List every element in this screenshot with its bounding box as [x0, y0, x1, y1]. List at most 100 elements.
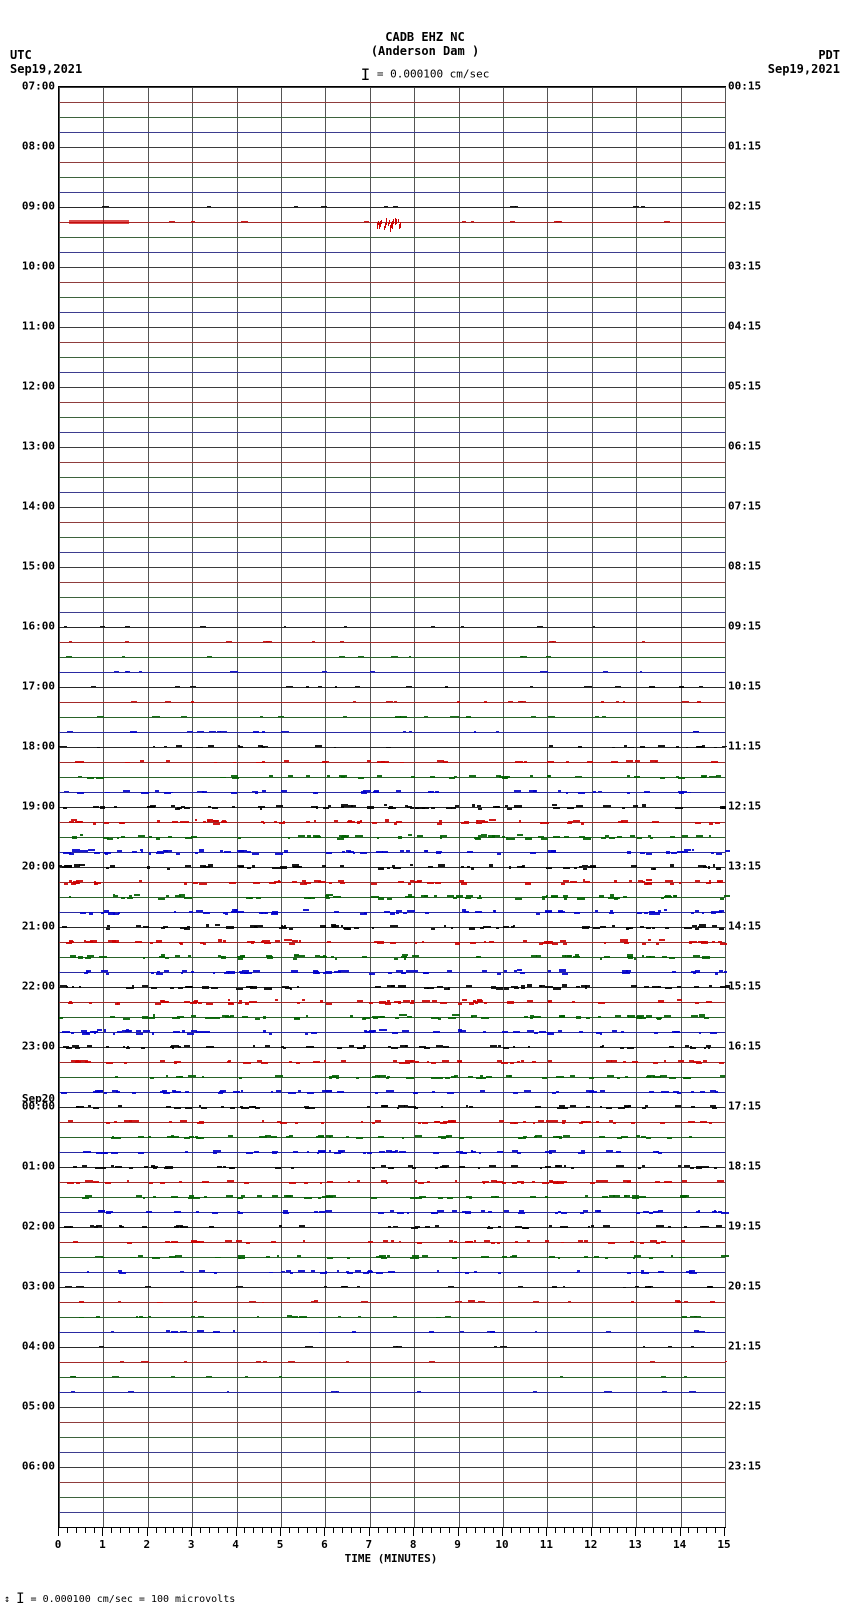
trace-row — [59, 267, 725, 283]
trace-row — [59, 522, 725, 538]
trace-row — [59, 1377, 725, 1393]
tz-right-date: Sep19,2021 — [768, 62, 840, 76]
utc-hour-label: 21:00 — [22, 920, 55, 933]
pdt-hour-label: 00:15 — [728, 80, 761, 93]
trace-row — [59, 417, 725, 433]
pdt-hour-label: 23:15 — [728, 1460, 761, 1473]
trace-row — [59, 477, 725, 493]
trace-row — [59, 657, 725, 673]
seismogram-container: CADB EHZ NC (Anderson Dam ) I = 0.000100… — [0, 0, 850, 1613]
pdt-hour-label: 19:15 — [728, 1220, 761, 1233]
trace-row — [59, 537, 725, 553]
station-id: CADB EHZ NC — [0, 30, 850, 44]
utc-hour-label: 04:00 — [22, 1340, 55, 1353]
trace-row — [59, 582, 725, 598]
trace-row — [59, 717, 725, 733]
trace-row — [59, 237, 725, 253]
x-tick-label: 2 — [143, 1538, 150, 1551]
trace-row — [59, 162, 725, 178]
x-tick-label: 0 — [55, 1538, 62, 1551]
utc-hour-label: 07:00 — [22, 80, 55, 93]
trace-row — [59, 102, 725, 118]
x-tick-label: 9 — [454, 1538, 461, 1551]
utc-hour-label: 02:00 — [22, 1220, 55, 1233]
tz-right-label: PDT — [768, 48, 840, 62]
trace-row — [59, 507, 725, 523]
utc-hour-label: 20:00 — [22, 860, 55, 873]
trace-row — [59, 372, 725, 388]
station-name: (Anderson Dam ) — [0, 44, 850, 58]
trace-row — [59, 1467, 725, 1483]
x-tick-label: 7 — [365, 1538, 372, 1551]
pdt-hour-label: 08:15 — [728, 560, 761, 573]
pdt-hour-label: 07:15 — [728, 500, 761, 513]
utc-hour-label: 06:00 — [22, 1460, 55, 1473]
trace-row — [59, 747, 725, 763]
footer-text: = 0.000100 cm/sec = 100 microvolts — [31, 1594, 236, 1605]
trace-row — [59, 117, 725, 133]
pdt-hour-label: 10:15 — [728, 680, 761, 693]
trace-row — [59, 357, 725, 373]
utc-hour-label: 11:00 — [22, 320, 55, 333]
seismic-event — [374, 218, 401, 226]
trace-row — [59, 987, 725, 1003]
trace-row — [59, 282, 725, 298]
trace-row — [59, 132, 725, 148]
utc-hour-label: 19:00 — [22, 800, 55, 813]
x-tick-label: 11 — [540, 1538, 553, 1551]
pdt-hour-label: 14:15 — [728, 920, 761, 933]
trace-row — [59, 1482, 725, 1498]
pdt-hour-label: 13:15 — [728, 860, 761, 873]
trace-row — [59, 552, 725, 568]
x-tick-label: 13 — [629, 1538, 642, 1551]
trace-row — [59, 312, 725, 328]
trace-row — [59, 1362, 725, 1378]
pdt-hour-label: 01:15 — [728, 140, 761, 153]
trace-row — [59, 1422, 725, 1438]
pdt-hour-label: 15:15 — [728, 980, 761, 993]
trace-row — [59, 822, 725, 838]
utc-hour-label: 16:00 — [22, 620, 55, 633]
tz-left-date: Sep19,2021 — [10, 62, 82, 76]
footer-bar-icon: I — [16, 1591, 24, 1607]
utc-hour-label: 23:00 — [22, 1040, 55, 1053]
pdt-hour-label: 18:15 — [728, 1160, 761, 1173]
pdt-hour-label: 03:15 — [728, 260, 761, 273]
trace-row — [59, 447, 725, 463]
pdt-hour-label: 12:15 — [728, 800, 761, 813]
footer-scale: ↕ I = 0.000100 cm/sec = 100 microvolts — [4, 1591, 235, 1607]
trace-row — [59, 432, 725, 448]
utc-hour-label: 01:00 — [22, 1160, 55, 1173]
trace-row — [59, 462, 725, 478]
trace-row — [59, 1017, 725, 1033]
scale-text: = 0.000100 cm/sec — [377, 68, 490, 81]
pdt-hour-label: 02:15 — [728, 200, 761, 213]
trace-row — [59, 327, 725, 343]
pdt-hour-label: 20:15 — [728, 1280, 761, 1293]
trace-row — [59, 252, 725, 268]
x-tick-label: 5 — [277, 1538, 284, 1551]
trace-row — [59, 672, 725, 688]
x-tick-label: 4 — [232, 1538, 239, 1551]
trace-row — [59, 492, 725, 508]
x-tick-label: 12 — [584, 1538, 597, 1551]
trace-row — [59, 297, 725, 313]
x-axis: TIME (MINUTES) 0123456789101112131415 — [58, 1528, 724, 1568]
trace-row — [59, 1332, 725, 1348]
trace-row — [59, 87, 725, 103]
trace-row — [59, 597, 725, 613]
pdt-hour-label: 17:15 — [728, 1100, 761, 1113]
pdt-hour-label: 21:15 — [728, 1340, 761, 1353]
trace-row — [59, 1392, 725, 1408]
x-tick-label: 10 — [495, 1538, 508, 1551]
trace-row — [59, 627, 725, 643]
x-tick-label: 8 — [410, 1538, 417, 1551]
utc-hour-label: 22:00 — [22, 980, 55, 993]
trace-row — [59, 612, 725, 628]
tz-left-label: UTC — [10, 48, 82, 62]
trace-row — [59, 1242, 725, 1258]
utc-hour-label: 05:00 — [22, 1400, 55, 1413]
scale-indicator: I = 0.000100 cm/sec — [361, 65, 490, 84]
trace-row — [59, 1512, 725, 1528]
pdt-hour-label: 22:15 — [728, 1400, 761, 1413]
